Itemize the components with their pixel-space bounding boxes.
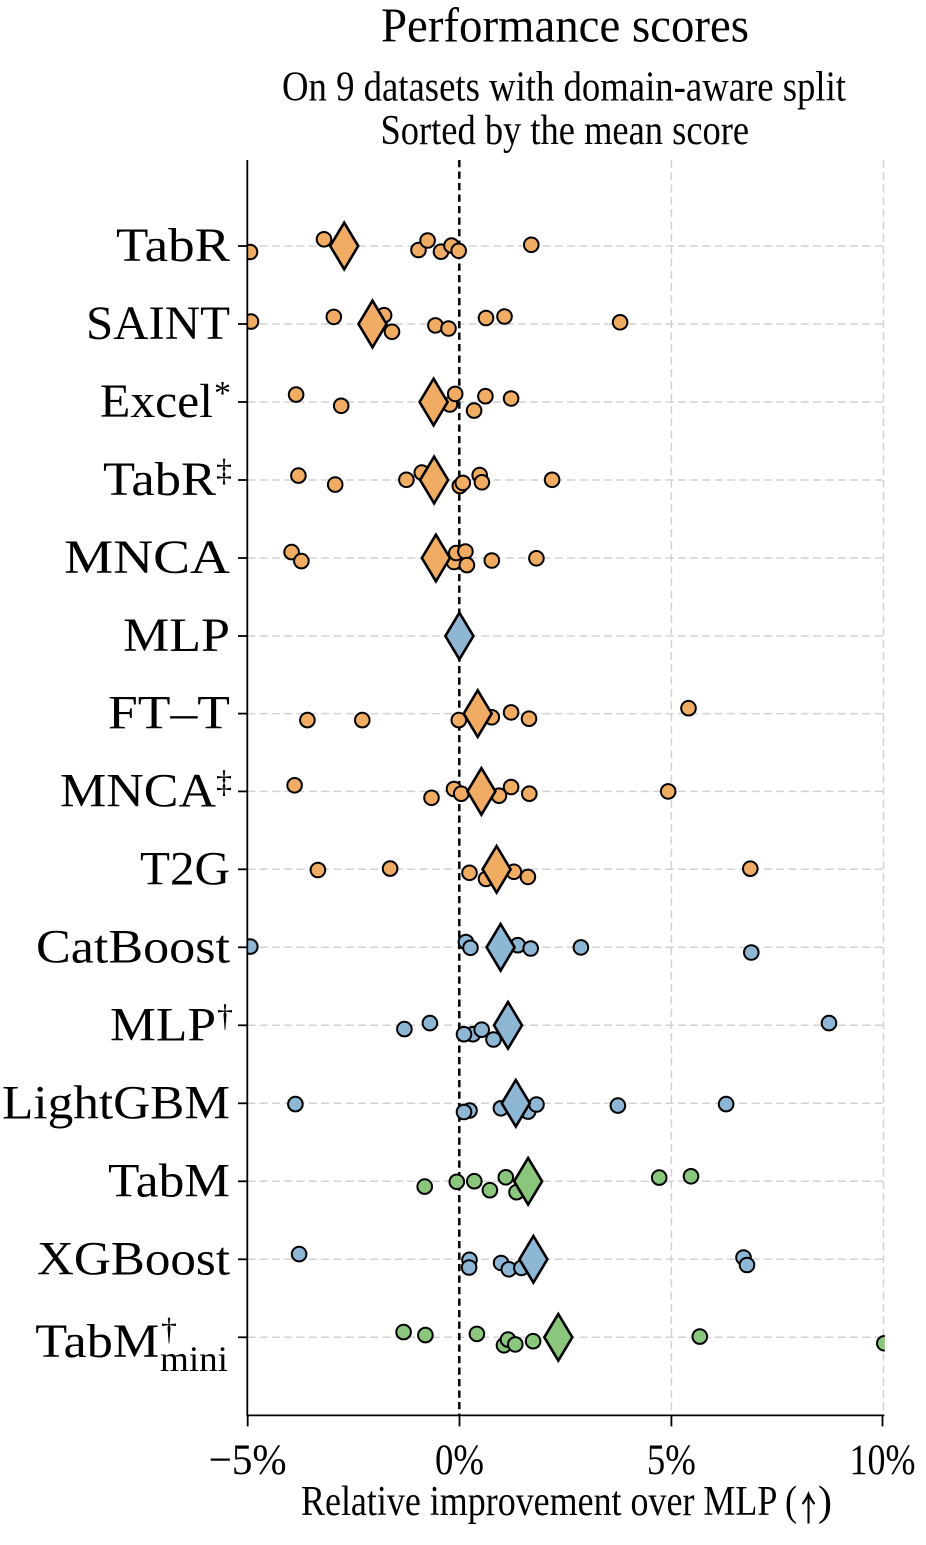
svg-text:TabR: TabR — [103, 453, 216, 506]
svg-text:T2G: T2G — [140, 842, 230, 895]
svg-text:10%: 10% — [850, 1437, 916, 1484]
svg-text:†: † — [217, 997, 233, 1033]
svg-text:): ) — [818, 1479, 832, 1525]
svg-text:CatBoost: CatBoost — [36, 920, 231, 973]
svg-text:‡: ‡ — [216, 452, 232, 488]
svg-text:Performance scores: Performance scores — [381, 0, 749, 53]
svg-text:MNCA: MNCA — [64, 531, 230, 584]
svg-text:MLP: MLP — [110, 998, 216, 1051]
svg-text:TabM: TabM — [108, 1154, 230, 1207]
svg-text:0%: 0% — [435, 1437, 484, 1484]
svg-text:TabM: TabM — [35, 1315, 159, 1368]
svg-text:FT–T: FT–T — [108, 687, 230, 740]
svg-text:MNCA: MNCA — [60, 764, 216, 817]
svg-text:Sorted by the mean score: Sorted by the mean score — [381, 108, 750, 154]
svg-text:TabR: TabR — [116, 219, 230, 272]
svg-text:mini: mini — [160, 1339, 228, 1379]
svg-text:LightGBM: LightGBM — [2, 1076, 230, 1129]
svg-text:Relative improvement over MLP: Relative improvement over MLP ( — [301, 1479, 797, 1525]
svg-text:SAINT: SAINT — [86, 297, 230, 350]
svg-text:5%: 5% — [647, 1437, 696, 1484]
svg-text:On 9 datasets with domain-awar: On 9 datasets with domain-aware split — [282, 64, 846, 110]
svg-text:‡: ‡ — [216, 763, 232, 799]
svg-text:*: * — [214, 375, 231, 412]
svg-text:−5%: −5% — [209, 1437, 287, 1484]
svg-text:XGBoost: XGBoost — [37, 1232, 231, 1285]
svg-text:†: † — [161, 1311, 177, 1347]
svg-text:Excel: Excel — [100, 375, 213, 428]
svg-text:MLP: MLP — [123, 609, 230, 662]
